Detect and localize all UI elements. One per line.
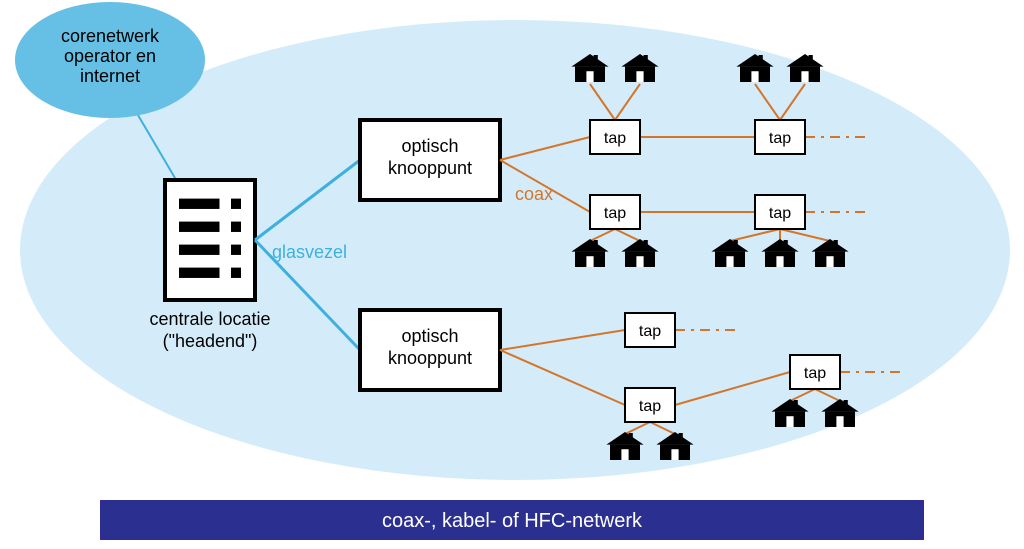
- tap-label: tap: [769, 130, 791, 147]
- headend: [165, 180, 255, 300]
- headend-slot: [179, 199, 220, 209]
- bubble-text: corenetwerk: [61, 26, 160, 46]
- coax-label: coax: [515, 184, 553, 204]
- headend-slot: [179, 245, 220, 255]
- house-icon: [786, 54, 823, 82]
- optical-node-label: optisch: [401, 136, 458, 156]
- headend-slot: [179, 222, 220, 232]
- tap-label: tap: [639, 323, 661, 340]
- bubble-text: operator en: [64, 46, 156, 66]
- tap-label: tap: [604, 130, 626, 147]
- headend-led: [231, 199, 241, 209]
- optical-node-label: optisch: [401, 326, 458, 346]
- headend-led: [231, 222, 241, 232]
- tap-label: tap: [639, 398, 661, 415]
- tap-label: tap: [769, 205, 791, 222]
- headend-label: centrale locatie: [149, 309, 270, 329]
- headend-slot: [179, 268, 220, 278]
- headend-led: [231, 245, 241, 255]
- tap-label: tap: [804, 365, 826, 382]
- bubble-text: internet: [80, 66, 140, 86]
- fiber-label: glasvezel: [272, 242, 347, 262]
- headend-label: ("headend"): [163, 331, 258, 351]
- headend-frame: [165, 180, 255, 300]
- tap-label: tap: [604, 205, 626, 222]
- headend-led: [231, 268, 241, 278]
- optical-node-label: knooppunt: [388, 158, 472, 178]
- caption-text: coax-, kabel- of HFC-netwerk: [382, 510, 643, 532]
- optical-node-label: knooppunt: [388, 348, 472, 368]
